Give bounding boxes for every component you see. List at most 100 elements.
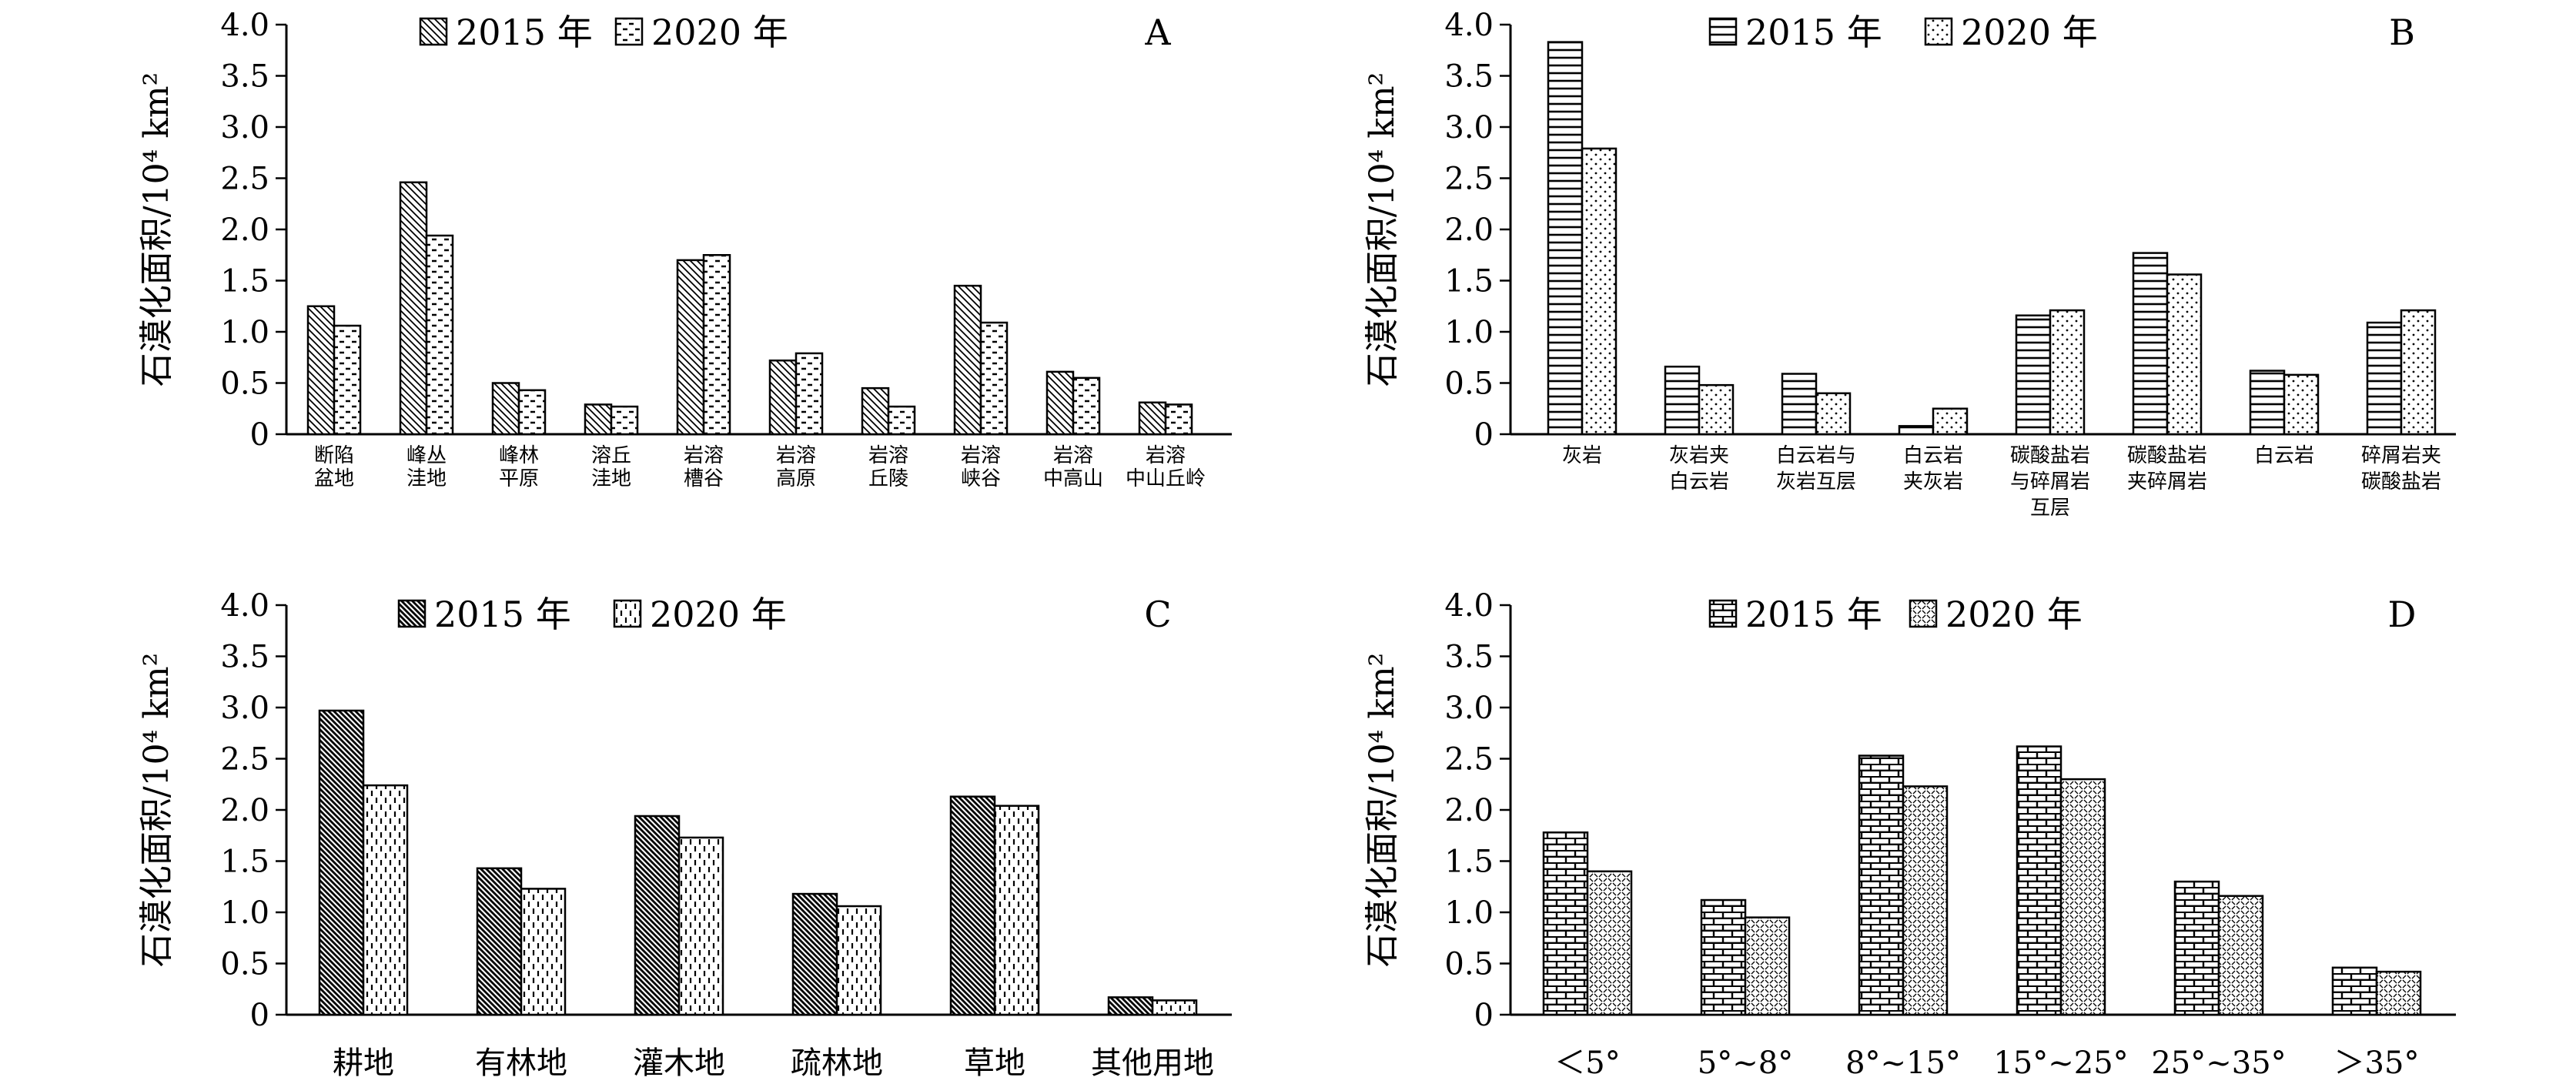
bar-a-2015 [676, 259, 705, 436]
chart-panel-c: 4.0 3.5 3.0 2.5 2.0 1.5 1.0 0.5 0 石漠化面积/10⁴ km² 耕地… [137, 588, 1232, 1081]
panel-letter: D [2388, 594, 2417, 635]
bar-a-2020 [1164, 403, 1193, 436]
bar-a-2020 [702, 254, 731, 436]
x-category-label: 草地 [964, 1046, 1025, 1081]
x-category-label: 耕地 [333, 1046, 394, 1081]
legend: 2015 年 2020 年 [1708, 594, 2083, 635]
bar-b-2020 [1815, 392, 1852, 436]
bar-a-2020 [425, 234, 454, 436]
bar-c-2020 [993, 805, 1040, 1016]
x-category-label: 溶丘洼地 [591, 444, 631, 490]
y-tick-label: 1.5 [220, 845, 269, 880]
y-tick-label: 1.5 [1444, 264, 1494, 299]
legend-label: 2015 年 [434, 594, 571, 635]
bar-d-2015 [2331, 966, 2378, 1016]
x-category-label: 白云岩夹灰岩 [1903, 444, 1963, 493]
bar-b-2020 [2166, 273, 2203, 436]
bar-c-2015 [634, 815, 681, 1016]
legend-label: 2020 年 [651, 12, 788, 53]
x-category-label: 断陷盆地 [314, 444, 354, 490]
bar-a-2015 [768, 359, 798, 436]
bar-a-2020 [979, 321, 1009, 436]
y-tick-label: 1.0 [220, 315, 269, 350]
chart-panel-b: 4.0 3.5 3.0 2.5 2.0 1.5 1.0 0.5 0 石漠化面积/10⁴ km² 灰岩… [1363, 8, 2456, 520]
y-tick-label: 1.0 [220, 895, 269, 931]
y-tick-label: 3.5 [220, 59, 269, 95]
y-tick-label: 2.0 [220, 212, 269, 248]
bar-a-2015 [584, 403, 613, 436]
bar-a-2015 [1045, 370, 1075, 436]
x-category-label: 白云岩与灰岩互层 [1776, 444, 1856, 493]
legend-label: 2020 年 [650, 594, 787, 635]
y-tick-label: 4.0 [1444, 588, 1494, 624]
x-category-label: 岩溶高原 [776, 444, 816, 490]
bar-c-2015 [318, 709, 365, 1016]
bar-c-2020 [520, 888, 567, 1016]
bar-d-2020 [2375, 970, 2422, 1016]
y-tick-label: 4.0 [1444, 8, 1494, 43]
bar-a-2020 [517, 389, 547, 436]
bar-a-2020 [887, 405, 916, 436]
y-tick-label: 0.5 [1444, 366, 1494, 402]
panel-letter: A [1144, 12, 1171, 53]
bar-c-2015 [1107, 996, 1154, 1016]
y-tick-label: 2.5 [220, 742, 269, 778]
chart-panel-d: 4.0 3.5 3.0 2.5 2.0 1.5 1.0 0.5 0 石漠化面积/10⁴ km² ＜5… [1363, 588, 2456, 1081]
bar-c-2015 [949, 795, 996, 1016]
legend: 2015 年 2020 年 [419, 12, 788, 53]
x-category-label: 岩溶丘陵 [868, 444, 908, 490]
y-tick-label: 2.5 [1444, 742, 1494, 778]
x-category-label: 碳酸盐岩与碎屑岩互层 [2010, 444, 2090, 520]
y-tick-label: 4.0 [220, 588, 269, 624]
x-category-label: 峰丛洼地 [406, 444, 447, 490]
x-category-label: 灌木地 [633, 1046, 725, 1081]
x-category-label: 灰岩夹白云岩 [1669, 444, 1729, 493]
bar-b-2015 [1898, 425, 1935, 436]
bar-b-2020 [2049, 309, 2086, 436]
legend-label: 2015 年 [1745, 12, 1882, 53]
y-tick-label: 0.5 [220, 947, 269, 982]
bar-a-2020 [610, 405, 639, 436]
y-tick-label: 0 [250, 998, 269, 1033]
bar-b-2020 [1932, 407, 1969, 436]
bar-d-2020 [1586, 870, 1633, 1016]
x-category-label: 碎屑岩夹碳酸盐岩 [2361, 444, 2441, 493]
x-category-label: 白云岩 [2254, 444, 2314, 467]
bar-a-2015 [306, 305, 336, 436]
bar-b-2015 [1781, 373, 1818, 436]
x-category-label: 岩溶峡谷 [961, 444, 1001, 490]
legend-label: 2020 年 [1945, 594, 2083, 635]
bar-d-2020 [2217, 895, 2264, 1016]
x-category-label: 岩溶中山丘岭 [1126, 444, 1206, 490]
legend-swatch [613, 599, 642, 628]
y-tick-label: 1.5 [1444, 845, 1494, 880]
bar-b-2015 [2366, 321, 2403, 436]
y-tick-label: 4.0 [220, 8, 269, 43]
y-axis-label: 石漠化面积/10⁴ km² [137, 653, 176, 967]
bar-c-2015 [791, 892, 838, 1016]
y-tick-label: 1.5 [220, 264, 269, 299]
x-category-label: 岩溶中高山 [1043, 444, 1103, 490]
y-tick-label: 2.5 [220, 162, 269, 197]
bar-a-2015 [491, 382, 520, 436]
y-tick-label: 3.5 [1444, 640, 1494, 675]
bar-b-2015 [2249, 370, 2286, 436]
x-category-label: ＞35° [2334, 1046, 2420, 1081]
y-tick-label: 2.0 [220, 793, 269, 828]
bar-a-2015 [1138, 401, 1167, 436]
x-category-label: 灰岩 [1562, 444, 1602, 467]
bar-b-2020 [1581, 147, 1618, 436]
x-category-label: 5°~8° [1698, 1046, 1793, 1081]
bar-c-2020 [1151, 999, 1198, 1016]
y-tick-label: 2.0 [1444, 793, 1494, 828]
bar-d-2020 [2059, 778, 2106, 1016]
legend-swatch [614, 17, 644, 46]
bar-b-2020 [1698, 383, 1735, 436]
bar-d-2015 [1858, 754, 1905, 1016]
bar-a-2015 [399, 181, 428, 436]
x-category-label: 8°~15° [1845, 1046, 1961, 1081]
bar-b-2020 [2400, 309, 2437, 436]
legend-swatch [397, 599, 427, 628]
bar-d-2015 [2016, 745, 2062, 1016]
